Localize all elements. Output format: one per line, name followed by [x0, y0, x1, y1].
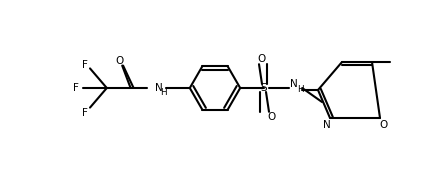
Text: F: F [82, 108, 88, 118]
Text: F: F [73, 83, 79, 93]
Text: H: H [160, 88, 166, 96]
Text: O: O [257, 54, 265, 64]
Text: H: H [297, 84, 303, 94]
Text: N: N [155, 83, 163, 93]
Text: O: O [267, 112, 275, 122]
Text: N: N [291, 79, 298, 89]
Text: O: O [379, 120, 387, 130]
Text: F: F [82, 60, 88, 70]
Text: O: O [115, 56, 123, 66]
Text: N: N [323, 120, 331, 130]
Text: S: S [261, 83, 267, 93]
